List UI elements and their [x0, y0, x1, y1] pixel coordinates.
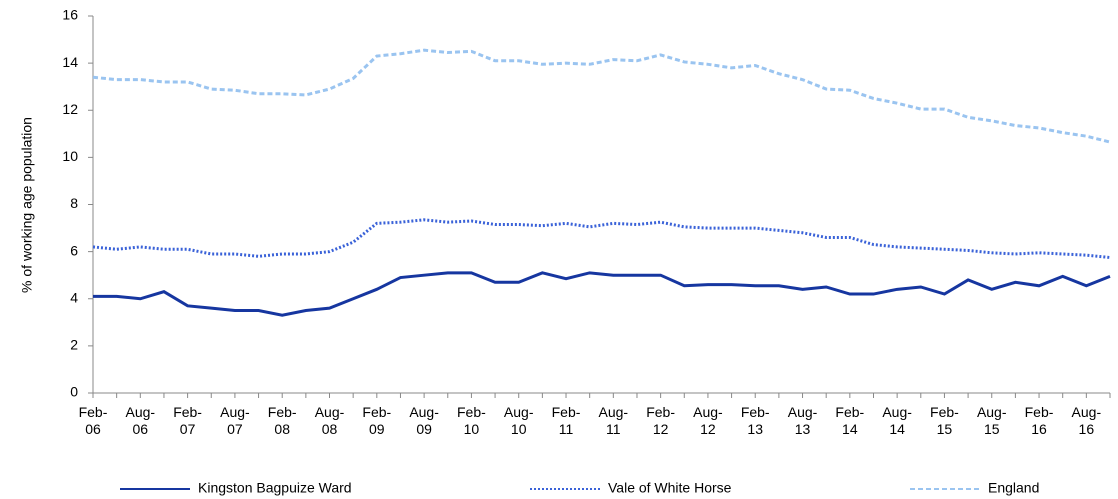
x-tick-label: Aug-11	[598, 404, 629, 437]
y-tick-label: 12	[62, 101, 78, 117]
y-tick-label: 4	[70, 289, 78, 305]
x-tick-label: Aug-13	[787, 404, 818, 437]
x-tick-label: Feb-16	[1024, 404, 1054, 437]
legend-label: Kingston Bagpuize Ward	[198, 480, 352, 496]
x-tick-label: Feb-06	[78, 404, 108, 437]
x-tick-label: Feb-15	[930, 404, 959, 437]
x-tick-label: Feb-14	[835, 404, 865, 437]
legend-label: Vale of White Horse	[608, 480, 732, 496]
x-tick-label: Feb-12	[646, 404, 676, 437]
x-tick-label: Aug-12	[693, 404, 723, 437]
y-tick-label: 10	[62, 148, 78, 164]
y-tick-label: 14	[62, 54, 78, 70]
series-line	[92, 218, 1111, 260]
y-tick-label: 2	[70, 337, 78, 353]
legend-label: England	[988, 480, 1039, 496]
x-tick-label: Feb-10	[457, 404, 486, 437]
x-tick-label: Feb-13	[740, 404, 770, 437]
y-tick-label: 16	[62, 7, 78, 23]
y-axis-label: % of working age population	[19, 117, 35, 293]
x-tick-label: Aug-16	[1071, 404, 1102, 437]
x-tick-label: Feb-08	[267, 404, 297, 437]
x-tick-label: Feb-11	[551, 404, 581, 437]
y-tick-label: 0	[70, 384, 78, 400]
x-tick-label: Aug-09	[409, 404, 439, 437]
series-line	[92, 48, 1111, 144]
x-tick-label: Aug-14	[882, 404, 912, 437]
x-tick-label: Feb-09	[362, 404, 392, 437]
x-tick-label: Aug-15	[976, 404, 1007, 437]
x-tick-label: Aug-06	[125, 404, 156, 437]
x-tick-label: Aug-08	[314, 404, 345, 437]
y-tick-label: 8	[70, 195, 78, 211]
x-tick-label: Aug-07	[220, 404, 250, 437]
series-line	[93, 271, 1111, 317]
x-tick-label: Feb-07	[173, 404, 202, 437]
x-tick-label: Aug-10	[503, 404, 534, 437]
y-tick-label: 6	[70, 242, 78, 258]
